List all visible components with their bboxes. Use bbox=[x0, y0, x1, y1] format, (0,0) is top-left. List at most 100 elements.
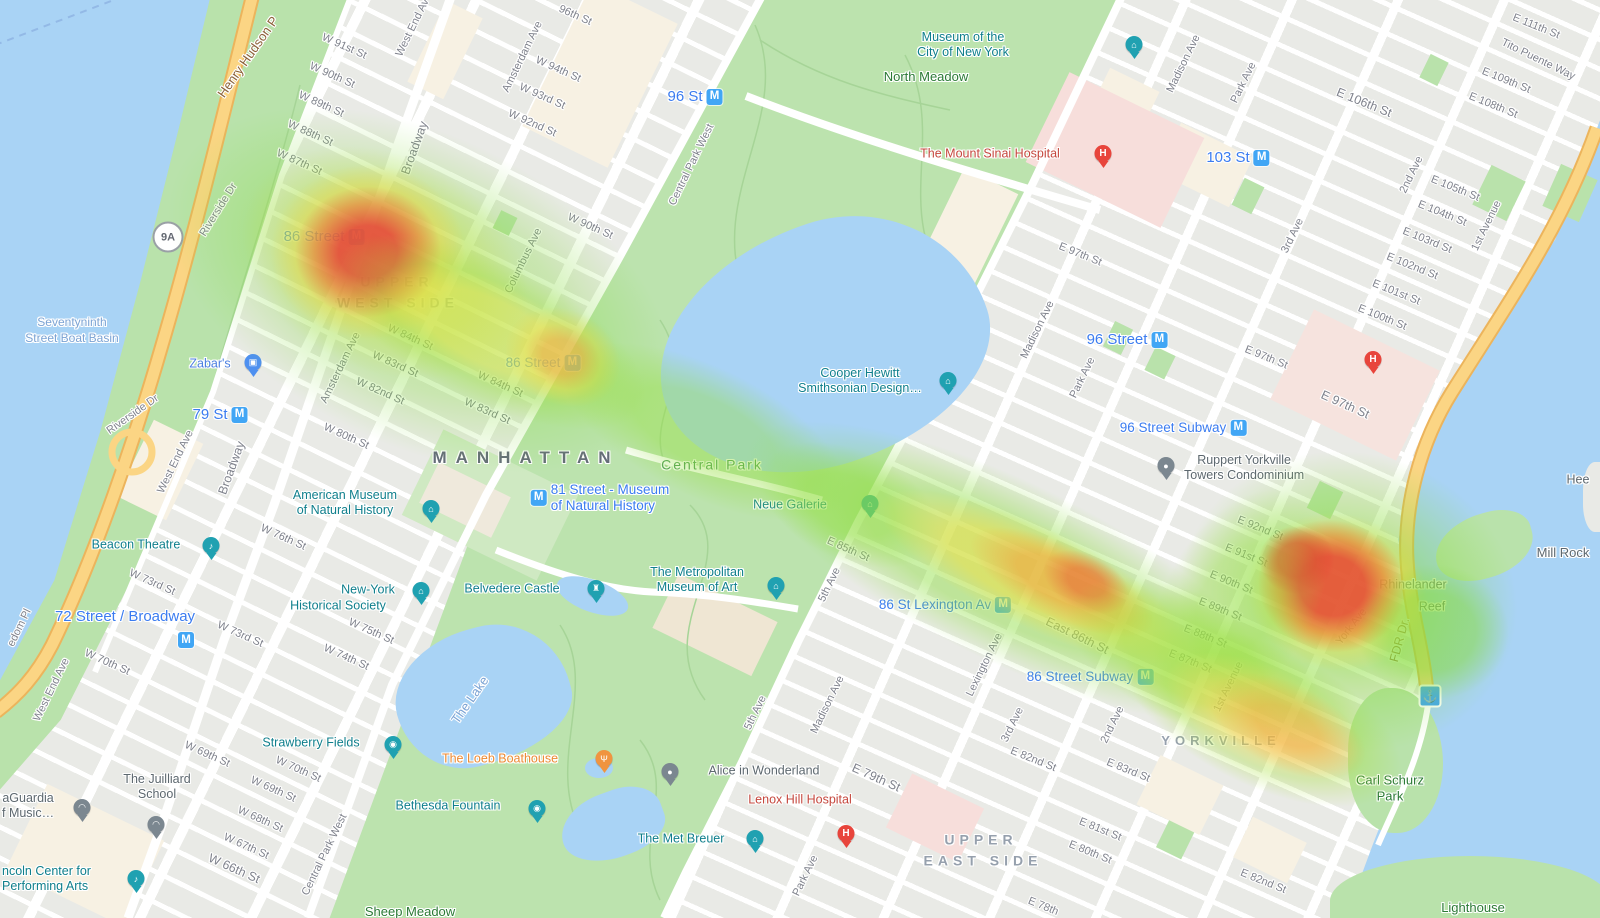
museum-pin[interactable]: ⌂ bbox=[1125, 36, 1143, 53]
camera-pin[interactable]: ◉ bbox=[528, 800, 546, 817]
school-icon: ◠ bbox=[78, 802, 86, 812]
island-label: Mill Rock bbox=[1536, 545, 1590, 561]
metro-icon[interactable]: M bbox=[1151, 332, 1168, 348]
poi-label-zabars[interactable]: Zabar's bbox=[189, 356, 231, 371]
clipped-label: Hee bbox=[1566, 472, 1590, 487]
poi-label-nyhs[interactable]: New-York bbox=[341, 582, 395, 597]
poi-label-amnh[interactable]: American Museum of Natural History bbox=[293, 488, 397, 518]
hospital-pin[interactable]: H bbox=[1094, 145, 1112, 162]
metro-icon[interactable]: M bbox=[1253, 150, 1270, 166]
metro-icon[interactable]: M bbox=[995, 597, 1012, 613]
station-86-st-lexington[interactable]: 86 St Lexington Av M bbox=[878, 596, 1012, 613]
station-86-street-cpw[interactable]: 86 Street M bbox=[506, 355, 581, 371]
museum-pin[interactable]: ⌂ bbox=[422, 500, 440, 517]
theater-pin[interactable]: ♪ bbox=[202, 537, 220, 554]
route-9a-shield: 9A bbox=[152, 221, 184, 253]
poi-label-ruppert[interactable]: Ruppert Yorkville Towers Condominium bbox=[1184, 453, 1304, 483]
poi-label-cooper-hewitt[interactable]: Cooper Hewitt Smithsonian Design… bbox=[798, 366, 922, 396]
area-label-ues: EAST SIDE bbox=[923, 852, 1043, 869]
metro-icon[interactable]: M bbox=[564, 355, 581, 371]
metro-icon[interactable]: M bbox=[1137, 669, 1154, 685]
ferry-icon[interactable]: ⚓ bbox=[1418, 684, 1442, 708]
poi-label-mount-sinai[interactable]: The Mount Sinai Hospital bbox=[920, 146, 1060, 161]
shopping-pin[interactable]: ▣ bbox=[244, 354, 262, 371]
museum-icon: ⌂ bbox=[428, 503, 434, 514]
poi-label-belvedere[interactable]: Belvedere Castle bbox=[464, 581, 560, 596]
poi-label-met-museum[interactable]: The Metropolitan Museum of Art bbox=[650, 565, 744, 595]
poi-label-lenox-hill[interactable]: Lenox Hill Hospital bbox=[748, 792, 852, 807]
restaurant-pin[interactable]: Ψ bbox=[595, 750, 613, 767]
hospital-pin[interactable]: H bbox=[1364, 351, 1382, 368]
poi-label-beacon-theatre[interactable]: Beacon Theatre bbox=[91, 537, 181, 552]
park-label: North Meadow bbox=[883, 69, 969, 85]
metro-icon[interactable]: M bbox=[530, 490, 547, 506]
restaurant-icon: Ψ bbox=[600, 753, 608, 764]
station-label: 86 Street bbox=[505, 354, 561, 370]
metro-icon[interactable]: M bbox=[348, 229, 365, 245]
school-pin[interactable]: ◠ bbox=[147, 816, 165, 833]
museum-icon: ⌂ bbox=[752, 833, 758, 844]
poi-label-neue-galerie[interactable]: Neue Galerie bbox=[753, 497, 827, 512]
poi-label-met-breuer[interactable]: The Met Breuer bbox=[637, 831, 725, 846]
theater-icon: ♪ bbox=[133, 873, 139, 884]
station-96-st[interactable]: 96 St M bbox=[667, 88, 723, 106]
station-81-street[interactable]: M 81 Street - Museum of Natural History bbox=[530, 482, 669, 514]
poi-label-bethesda[interactable]: Bethesda Fountain bbox=[395, 798, 501, 813]
station-96-street[interactable]: 96 Street M bbox=[1087, 331, 1168, 349]
poi-line: ncoln Center for bbox=[2, 864, 91, 878]
poi-label-strawberry-fields[interactable]: Strawberry Fields bbox=[262, 735, 360, 750]
poi-label-loeb-boathouse[interactable]: The Loeb Boathouse bbox=[441, 751, 559, 766]
poi-line: The Juilliard bbox=[123, 772, 191, 786]
station-96-street-subway[interactable]: 96 Street Subway M bbox=[1120, 420, 1247, 436]
poi-label-juilliard[interactable]: The Juilliard School bbox=[123, 772, 190, 802]
camera-pin[interactable]: ◉ bbox=[384, 736, 402, 753]
poi-label-laguardia[interactable]: aGuardia f Music… bbox=[2, 791, 54, 821]
museum-icon: ⌂ bbox=[773, 580, 779, 591]
poi-line: Smithsonian Design… bbox=[798, 381, 922, 395]
park-label: Lighthouse bbox=[1441, 900, 1505, 916]
hospital-icon: H bbox=[1369, 354, 1377, 365]
museum-pin[interactable]: ⌂ bbox=[412, 582, 430, 599]
museum-pin[interactable]: ⌂ bbox=[939, 372, 957, 389]
station-86-street-bwy[interactable]: 86 Street M bbox=[284, 228, 365, 246]
metro-icon[interactable]: M bbox=[231, 407, 248, 423]
museum-pin[interactable]: ⌂ bbox=[861, 495, 879, 512]
station-label: 103 St bbox=[1206, 149, 1250, 166]
poi-line: School bbox=[137, 787, 177, 801]
poi-label-lincoln-center[interactable]: ncoln Center for Performing Arts bbox=[2, 864, 91, 894]
water-label: Street Boat Basin bbox=[25, 330, 119, 345]
camera-icon: ◉ bbox=[533, 803, 541, 813]
landmark-icon: ● bbox=[667, 766, 673, 777]
station-label: 96 St bbox=[667, 88, 703, 105]
poi-line: f Music… bbox=[2, 806, 55, 820]
castle-pin[interactable]: ♜ bbox=[587, 580, 605, 597]
theater-icon: ♪ bbox=[208, 540, 214, 551]
station-label: 86 St Lexington Av bbox=[878, 596, 992, 612]
museum-icon: ⌂ bbox=[418, 585, 424, 596]
castle-icon: ♜ bbox=[591, 583, 601, 593]
museum-pin[interactable]: ⌂ bbox=[767, 577, 785, 594]
poi-label-mcny[interactable]: Museum of the City of New York bbox=[917, 30, 1009, 60]
generic-pin[interactable]: ● bbox=[661, 763, 679, 780]
poi-label-nyhs[interactable]: Historical Society bbox=[290, 598, 386, 613]
metro-icon[interactable]: M bbox=[706, 89, 723, 105]
metro-icon[interactable]: M bbox=[178, 632, 194, 648]
generic-pin[interactable]: ● bbox=[1157, 457, 1175, 474]
station-72-street[interactable]: 72 Street / Broadway bbox=[55, 608, 195, 626]
station-label: 96 Street bbox=[1086, 331, 1148, 348]
poi-label-alice[interactable]: Alice in Wonderland bbox=[708, 763, 820, 778]
poi-line: The Metropolitan bbox=[650, 565, 744, 579]
station-86-street-subway[interactable]: 86 Street Subway M bbox=[1027, 669, 1154, 685]
station-79-st[interactable]: 79 St M bbox=[192, 406, 248, 424]
museum-pin[interactable]: ⌂ bbox=[746, 830, 764, 847]
poi-line: Cooper Hewitt bbox=[820, 366, 900, 380]
metro-icon[interactable]: M bbox=[1230, 420, 1247, 436]
museum-icon: ⌂ bbox=[1131, 39, 1137, 50]
hospital-pin[interactable]: H bbox=[837, 825, 855, 842]
park-label: Sheep Meadow bbox=[364, 904, 456, 918]
theater-pin[interactable]: ♪ bbox=[127, 870, 145, 887]
area-label-ues: UPPER bbox=[944, 831, 1018, 848]
station-103-st[interactable]: 103 St M bbox=[1206, 149, 1270, 167]
school-pin[interactable]: ◠ bbox=[73, 799, 91, 816]
